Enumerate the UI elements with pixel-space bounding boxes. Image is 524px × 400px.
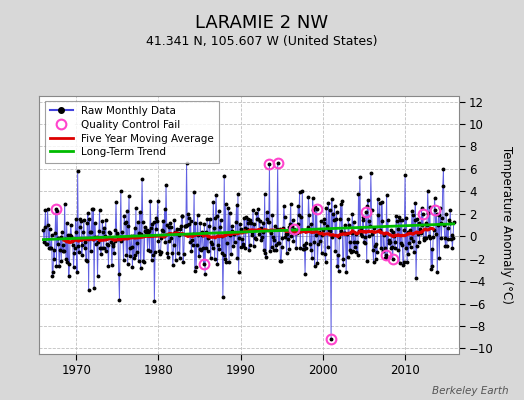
Legend: Raw Monthly Data, Quality Control Fail, Five Year Moving Average, Long-Term Tren: Raw Monthly Data, Quality Control Fail, … <box>45 101 219 162</box>
Text: LARAMIE 2 NW: LARAMIE 2 NW <box>195 14 329 32</box>
Text: Berkeley Earth: Berkeley Earth <box>432 386 508 396</box>
Text: 41.341 N, 105.607 W (United States): 41.341 N, 105.607 W (United States) <box>146 35 378 48</box>
Y-axis label: Temperature Anomaly (°C): Temperature Anomaly (°C) <box>500 146 513 304</box>
